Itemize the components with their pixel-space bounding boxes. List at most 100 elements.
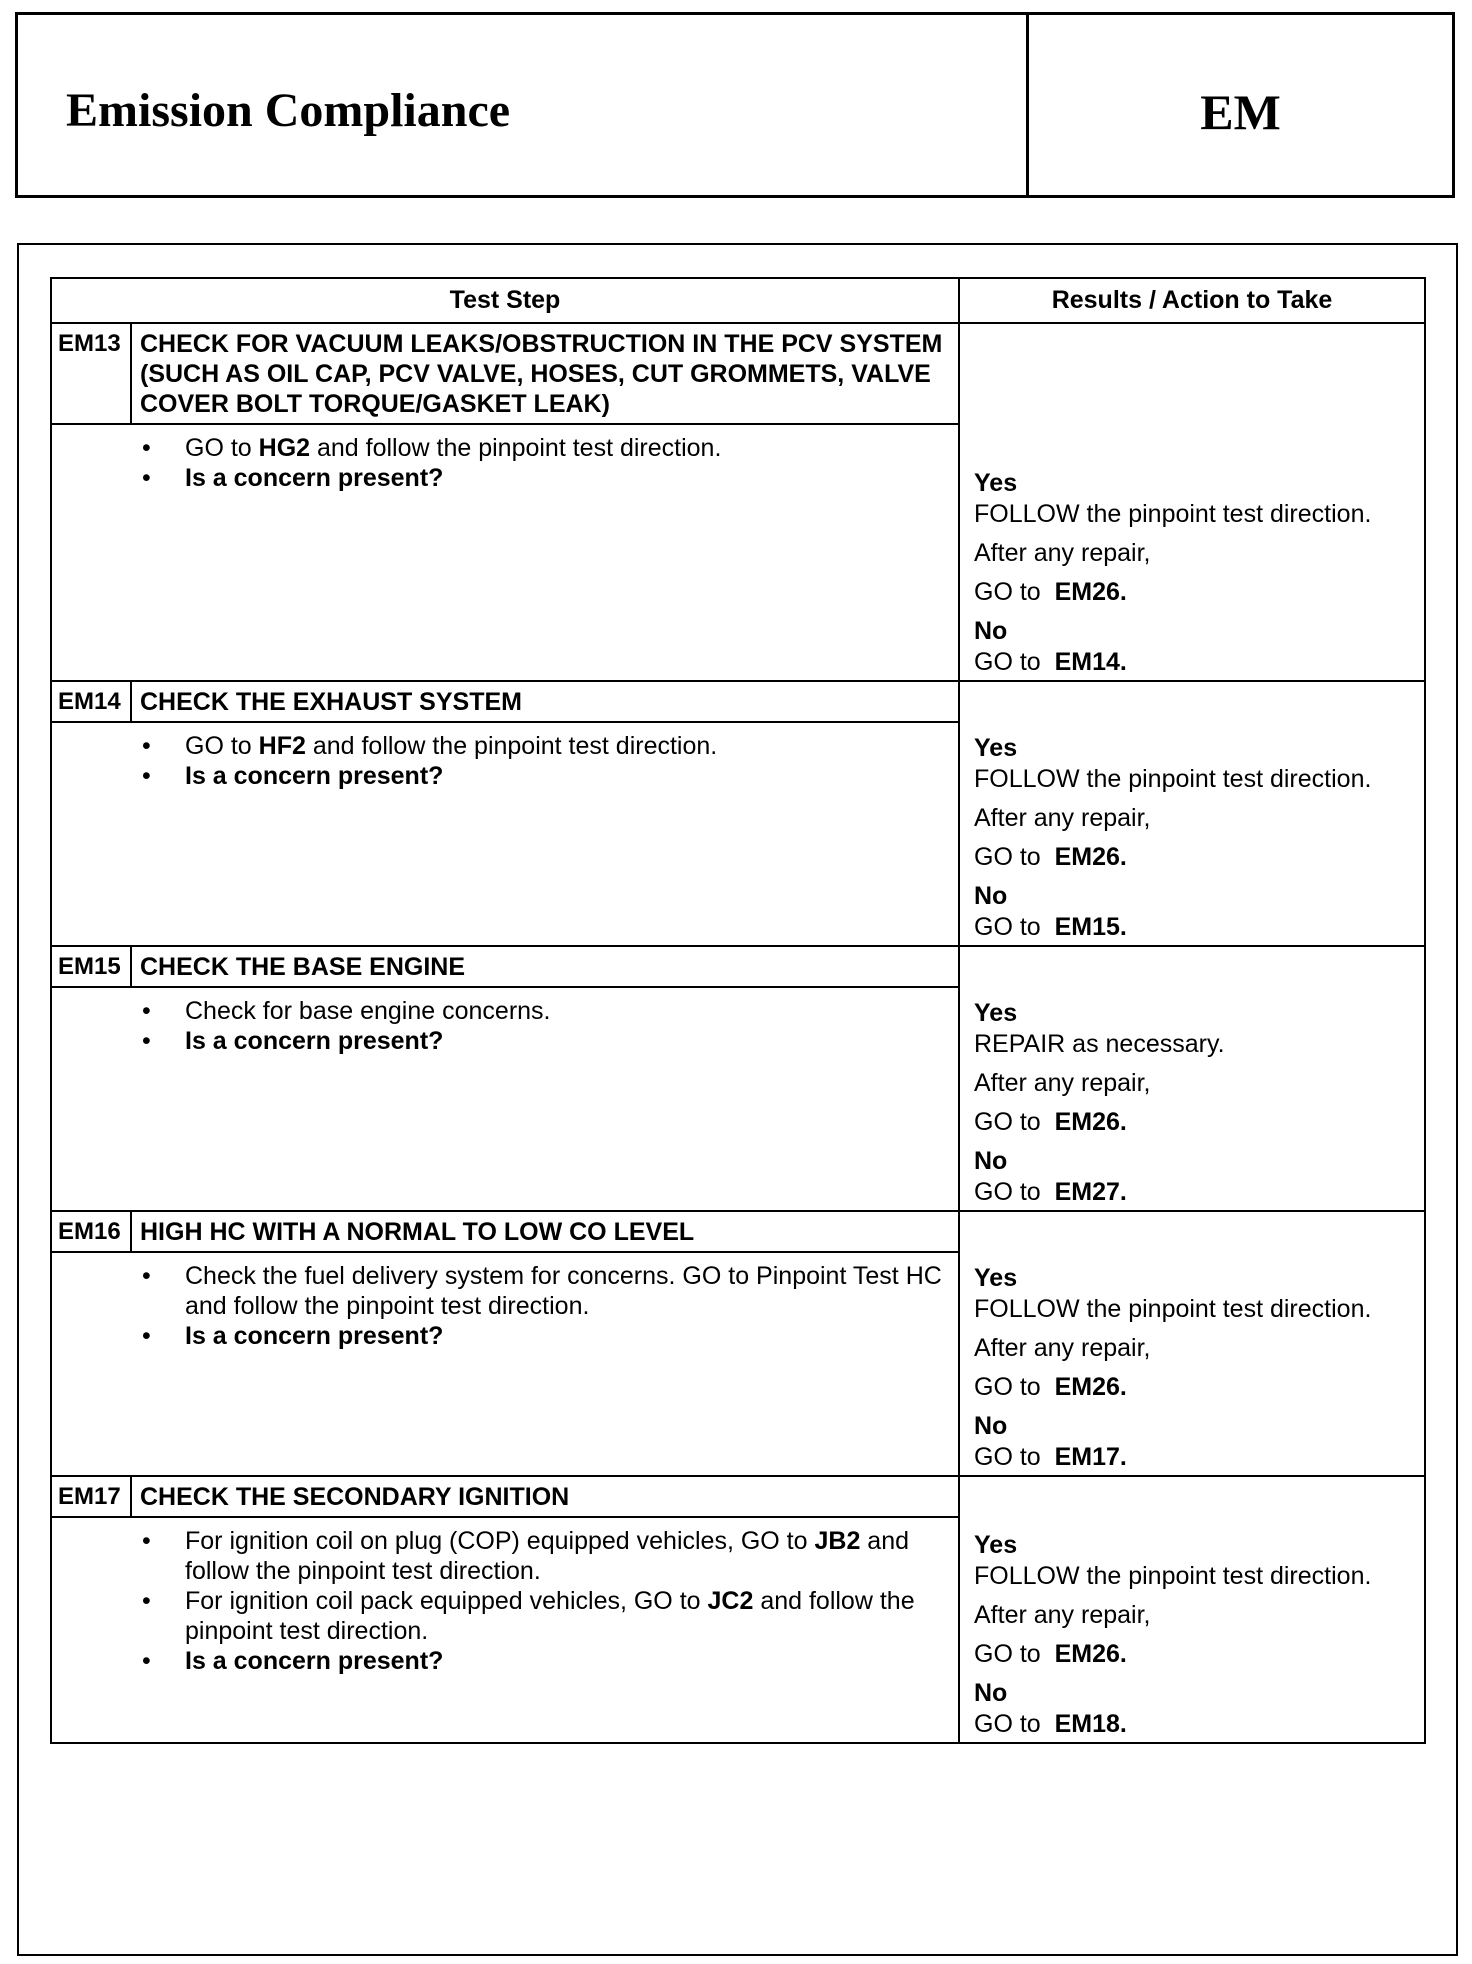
test-step-cell: EM16 HIGH HC WITH A NORMAL TO LOW CO LEVE…	[52, 1212, 960, 1475]
no-goto-line: GO to EM15.	[974, 912, 1424, 943]
step-instructions: • GO to HG2 and follow the pinpoint test …	[52, 425, 958, 493]
goto-text: GO to	[974, 1640, 1041, 1668]
instruction-text: For ignition coil on plug (COP) equipped…	[185, 1527, 815, 1555]
no-goto-line: GO to EM27.	[974, 1177, 1424, 1208]
bold-text: Is a concern present?	[185, 762, 444, 790]
yes-goto-line: GO to EM26.	[974, 577, 1424, 608]
results-cell: Yes FOLLOW the pinpoint test direction. Af…	[960, 324, 1424, 680]
step-id: EM13	[52, 324, 132, 423]
bullet-icon: •	[142, 1587, 151, 1615]
section-code: EM	[1200, 84, 1281, 140]
yes-goto-line: GO to EM26.	[974, 1107, 1424, 1138]
page-header: Emission Compliance EM	[15, 12, 1455, 198]
bold-text: JB2	[814, 1527, 861, 1555]
bold-text: Is a concern present?	[185, 1027, 444, 1055]
bold-text: JC2	[707, 1587, 754, 1615]
table-row: EM17 CHECK THE SECONDARY IGNITION • For ign…	[52, 1477, 1424, 1742]
yes-after-repair: After any repair,	[974, 1334, 1151, 1362]
instruction-text: For ignition coil pack equipped vehicles…	[185, 1587, 708, 1615]
instruction-text: GO to	[185, 732, 259, 760]
test-step-cell: EM15 CHECK THE BASE ENGINE • Check for base…	[52, 947, 960, 1210]
step-id: EM15	[52, 947, 132, 986]
bullet-item: • Is a concern present?	[142, 463, 958, 493]
step-id: EM17	[52, 1477, 132, 1516]
test-step-cell: EM13 CHECK FOR VACUUM LEAKS/OBSTRUCTION I…	[52, 324, 960, 680]
instruction-text: GO to	[185, 434, 259, 462]
step-id: EM14	[52, 682, 132, 721]
step-heading: EM16 HIGH HC WITH A NORMAL TO LOW CO LEVE…	[52, 1212, 958, 1253]
no-label: No	[974, 617, 1008, 645]
goto-text: GO to	[974, 1178, 1041, 1206]
yes-label: Yes	[974, 1531, 1018, 1559]
goto-text: GO to	[974, 913, 1041, 941]
bullet-item: • Is a concern present?	[142, 761, 958, 791]
instruction-text: and follow the pinpoint test direction.	[185, 1527, 910, 1585]
yes-action: FOLLOW the pinpoint test direction.	[974, 500, 1372, 528]
yes-after-repair: After any repair,	[974, 539, 1151, 567]
step-instructions: • For ignition coil on plug (COP) equippe…	[52, 1518, 958, 1676]
table-row: EM14 CHECK THE EXHAUST SYSTEM • GO to HF2 a…	[52, 682, 1424, 947]
goto-target: EM27.	[1054, 1178, 1127, 1206]
goto-target: EM18.	[1054, 1710, 1127, 1738]
results-cell: Yes FOLLOW the pinpoint test direction. Af…	[960, 1477, 1424, 1742]
column-header-results: Results / Action to Take	[1051, 286, 1333, 314]
bullet-icon: •	[142, 1262, 151, 1290]
yes-goto-line: GO to EM26.	[974, 1372, 1424, 1403]
step-instructions: • GO to HF2 and follow the pinpoint test …	[52, 723, 958, 791]
bold-text: HF2	[258, 732, 306, 760]
bullet-icon: •	[142, 732, 151, 760]
content-frame	[17, 243, 1458, 1956]
yes-label: Yes	[974, 999, 1018, 1027]
step-title: HIGH HC WITH A NORMAL TO LOW CO LEVEL	[140, 1218, 695, 1246]
bullet-icon: •	[142, 1027, 151, 1055]
yes-action: FOLLOW the pinpoint test direction.	[974, 765, 1372, 793]
results-cell: Yes REPAIR as necessary. After any repair,…	[960, 947, 1424, 1210]
bullet-icon: •	[142, 434, 151, 462]
test-step-table: Test Step Results / Action to Take EM13 C…	[50, 277, 1426, 1744]
bullet-icon: •	[142, 1527, 151, 1555]
bullet-item: • Is a concern present?	[142, 1321, 958, 1351]
table-row: EM15 CHECK THE BASE ENGINE • Check for base…	[52, 947, 1424, 1212]
bullet-item: • Check for base engine concerns.	[142, 996, 958, 1026]
step-instructions: • Check the fuel delivery system for conc…	[52, 1253, 958, 1351]
step-title: CHECK THE BASE ENGINE	[140, 953, 466, 981]
bullet-icon: •	[142, 1322, 151, 1350]
step-instructions: • Check for base engine concerns. • Is a co…	[52, 988, 958, 1056]
yes-action: FOLLOW the pinpoint test direction.	[974, 1562, 1372, 1590]
page-title: Emission Compliance	[66, 84, 511, 137]
goto-target: EM26.	[1054, 1373, 1127, 1401]
bullet-icon: •	[142, 464, 151, 492]
no-goto-line: GO to EM17.	[974, 1442, 1424, 1473]
bullet-icon: •	[142, 997, 151, 1025]
instruction-text: and follow the pinpoint test direction.	[185, 1587, 915, 1645]
column-header-test-step: Test Step	[52, 279, 960, 322]
bullet-item: • Is a concern present?	[142, 1646, 958, 1676]
goto-text: GO to	[974, 1443, 1041, 1471]
goto-text: GO to	[974, 578, 1041, 606]
bullet-item: • GO to HF2 and follow the pinpoint test …	[142, 731, 958, 761]
bullet-item: • Is a concern present?	[142, 1026, 958, 1056]
instruction-text: Check for base engine concerns.	[185, 997, 551, 1025]
goto-text: GO to	[974, 648, 1041, 676]
no-label: No	[974, 882, 1008, 910]
yes-label: Yes	[974, 734, 1018, 762]
goto-target: EM14.	[1054, 648, 1127, 676]
table-row: EM16 HIGH HC WITH A NORMAL TO LOW CO LEVE…	[52, 1212, 1424, 1477]
table-header: Test Step Results / Action to Take	[52, 279, 1424, 324]
step-title: CHECK FOR VACUUM LEAKS/OBSTRUCTION IN TH…	[140, 330, 943, 418]
yes-after-repair: After any repair,	[974, 1069, 1151, 1097]
yes-label: Yes	[974, 469, 1018, 497]
yes-after-repair: After any repair,	[974, 804, 1151, 832]
step-title: CHECK THE EXHAUST SYSTEM	[140, 688, 522, 716]
yes-action: FOLLOW the pinpoint test direction.	[974, 1295, 1372, 1323]
yes-action: REPAIR as necessary.	[974, 1030, 1225, 1058]
step-title: CHECK THE SECONDARY IGNITION	[140, 1483, 570, 1511]
instruction-text: Check the fuel delivery system for conce…	[185, 1262, 942, 1320]
goto-target: EM26.	[1054, 1640, 1127, 1668]
goto-target: EM17.	[1054, 1443, 1127, 1471]
bullet-item: • For ignition coil on plug (COP) equippe…	[142, 1526, 958, 1586]
bullet-item: • For ignition coil pack equipped vehicle…	[142, 1586, 958, 1646]
yes-after-repair: After any repair,	[974, 1601, 1151, 1629]
bullet-item: • GO to HG2 and follow the pinpoint test …	[142, 433, 958, 463]
header-divider	[1026, 15, 1029, 195]
